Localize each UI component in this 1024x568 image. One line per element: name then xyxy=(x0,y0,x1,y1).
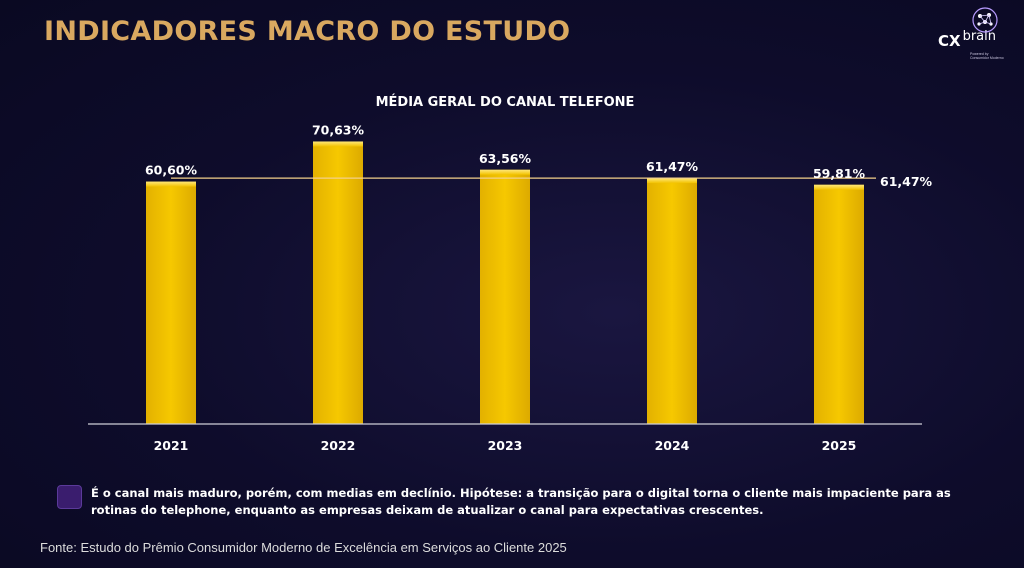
source-footnote: Fonte: Estudo do Prêmio Consumidor Moder… xyxy=(40,540,567,555)
value-label-2022: 70,63% xyxy=(312,122,365,137)
bar-cap-2025 xyxy=(814,184,864,190)
category-label-2021: 2021 xyxy=(154,438,189,453)
bar-2021 xyxy=(146,181,196,424)
bar-cap-2022 xyxy=(313,141,363,147)
bar-cap-2021 xyxy=(146,181,196,187)
category-label-2025: 2025 xyxy=(822,438,857,453)
logo-text-brain: brain xyxy=(962,29,996,44)
brain-network-icon xyxy=(972,7,998,33)
category-label-2023: 2023 xyxy=(488,438,523,453)
value-label-2024: 61,47% xyxy=(646,159,699,174)
chart-title: MÉDIA GERAL DO CANAL TELEFONE xyxy=(375,95,635,110)
logo-tagline: Powered by Consumidor Moderno xyxy=(970,52,1004,60)
category-label-2024: 2024 xyxy=(655,438,690,453)
bar-cap-2023 xyxy=(480,169,530,175)
bar-2023 xyxy=(480,169,530,424)
bar-2022 xyxy=(313,141,363,425)
note-text: É o canal mais maduro, porém, com medias… xyxy=(91,486,951,517)
value-label-2023: 63,56% xyxy=(479,151,532,166)
category-label-2022: 2022 xyxy=(321,438,356,453)
bar-cap-2024 xyxy=(647,178,697,184)
bar-2025 xyxy=(814,184,864,424)
logo-wordmark: CX brain xyxy=(938,29,996,50)
note-marker xyxy=(57,485,82,509)
page-title: INDICADORES MACRO DO ESTUDO xyxy=(44,16,571,47)
logo-text-cx: CX xyxy=(938,32,961,50)
bar-2024 xyxy=(647,178,697,424)
cxbrain-logo: CX brain Powered by Consumidor Moderno xyxy=(934,6,1014,62)
value-label-2025: 59,81% xyxy=(813,166,866,181)
average-label: 61,47% xyxy=(880,174,933,189)
value-label-2021: 60,60% xyxy=(145,163,198,178)
